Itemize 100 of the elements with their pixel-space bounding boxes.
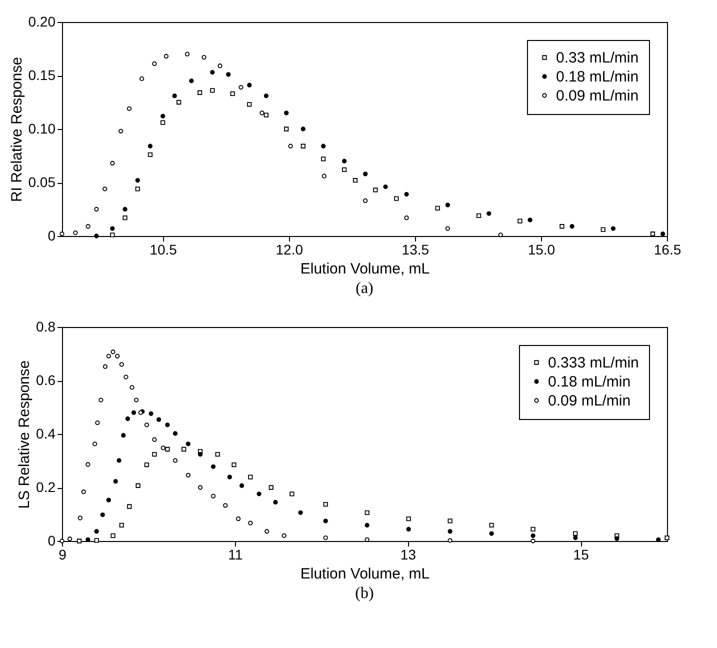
point bbox=[182, 446, 186, 452]
y-axis-title: LS Relative Response bbox=[16, 360, 34, 509]
point bbox=[94, 529, 99, 534]
point bbox=[176, 100, 182, 105]
point bbox=[172, 431, 178, 436]
point bbox=[106, 498, 111, 502]
point bbox=[342, 167, 347, 172]
point bbox=[282, 533, 286, 538]
point bbox=[273, 500, 278, 505]
point bbox=[363, 198, 368, 204]
y-tick-label: 0.8 bbox=[36, 318, 56, 334]
point bbox=[363, 172, 368, 176]
point bbox=[78, 516, 82, 520]
point bbox=[148, 411, 154, 416]
point bbox=[498, 232, 503, 238]
point bbox=[76, 538, 82, 544]
point bbox=[264, 94, 269, 98]
point bbox=[284, 110, 289, 116]
point bbox=[164, 54, 169, 59]
point bbox=[119, 362, 124, 367]
point bbox=[290, 492, 294, 496]
point bbox=[122, 206, 128, 212]
point bbox=[518, 218, 522, 224]
point bbox=[560, 224, 564, 229]
x-tick-label: 12.0 bbox=[276, 242, 304, 258]
point bbox=[236, 516, 241, 522]
point bbox=[60, 538, 64, 544]
point bbox=[256, 492, 262, 496]
point bbox=[530, 538, 536, 544]
point bbox=[610, 226, 616, 231]
point bbox=[406, 516, 411, 522]
point bbox=[110, 226, 115, 231]
point bbox=[448, 518, 452, 524]
point bbox=[268, 485, 274, 490]
point bbox=[130, 385, 134, 390]
point bbox=[215, 452, 220, 457]
point bbox=[152, 452, 157, 457]
x-tick-label: 11 bbox=[228, 546, 243, 562]
legend-label: 0.333 mL/min bbox=[548, 354, 639, 372]
point bbox=[210, 494, 216, 498]
point bbox=[227, 474, 232, 480]
point bbox=[364, 522, 370, 528]
point bbox=[184, 52, 190, 56]
point bbox=[223, 503, 228, 508]
point bbox=[486, 211, 492, 216]
point bbox=[125, 416, 130, 422]
point bbox=[86, 462, 90, 467]
point bbox=[300, 144, 306, 148]
point bbox=[110, 232, 115, 238]
point bbox=[323, 518, 328, 524]
point bbox=[260, 110, 264, 116]
point bbox=[102, 186, 108, 192]
point bbox=[60, 232, 64, 236]
point bbox=[528, 218, 532, 222]
y-tick-label: 0 bbox=[48, 532, 56, 548]
point bbox=[118, 128, 124, 134]
x-tick-label: 16.5 bbox=[654, 242, 682, 258]
y-tick-label: 0.10 bbox=[28, 120, 56, 136]
point bbox=[165, 446, 170, 452]
point bbox=[660, 232, 666, 236]
point bbox=[124, 374, 128, 380]
point bbox=[165, 422, 170, 428]
point bbox=[134, 398, 139, 402]
point bbox=[394, 196, 399, 201]
point bbox=[248, 474, 253, 480]
point bbox=[573, 531, 578, 536]
point bbox=[114, 354, 120, 358]
point bbox=[489, 522, 494, 528]
point bbox=[530, 526, 536, 532]
point bbox=[110, 160, 115, 166]
legend-label: 0.18 mL/min bbox=[548, 374, 631, 390]
point bbox=[248, 520, 253, 526]
point bbox=[160, 120, 166, 125]
y-tick-label: 0.15 bbox=[28, 67, 56, 83]
point bbox=[144, 462, 150, 468]
point bbox=[106, 354, 111, 358]
point bbox=[342, 158, 347, 164]
point bbox=[210, 464, 216, 469]
point bbox=[92, 442, 98, 446]
point bbox=[197, 90, 202, 95]
legend-label: 0.09 mL/min bbox=[548, 392, 631, 410]
x-tick-label: 15.0 bbox=[528, 242, 556, 258]
point bbox=[300, 126, 306, 132]
point bbox=[489, 531, 494, 536]
point bbox=[435, 206, 440, 210]
point bbox=[323, 502, 328, 507]
point bbox=[94, 206, 99, 212]
point bbox=[298, 510, 303, 515]
point bbox=[650, 232, 656, 236]
point bbox=[94, 538, 99, 543]
legend-label: 0.33 mL/min bbox=[556, 50, 639, 66]
x-tick-label: 10.5 bbox=[150, 242, 178, 258]
point bbox=[86, 224, 90, 229]
point bbox=[81, 489, 86, 494]
point bbox=[218, 64, 222, 68]
point bbox=[98, 398, 104, 402]
point bbox=[122, 215, 128, 220]
point bbox=[284, 126, 289, 132]
point bbox=[152, 61, 157, 66]
point bbox=[186, 472, 191, 478]
